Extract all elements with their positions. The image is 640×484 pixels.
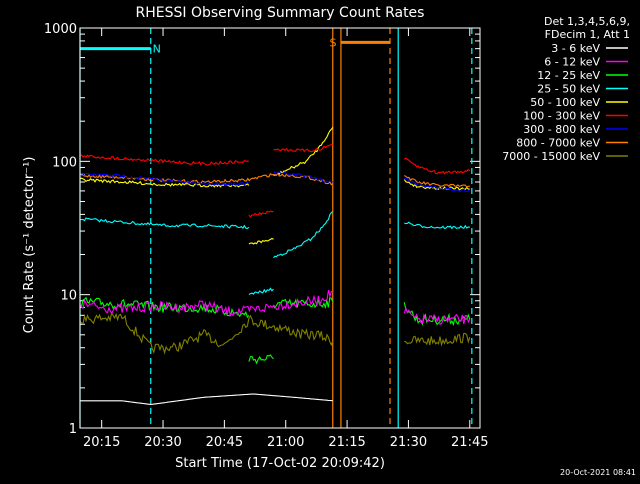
- series-line-1-0: [79, 289, 333, 317]
- series-line-4-2: [273, 126, 334, 176]
- series-line-3-0: [79, 217, 250, 229]
- legend-label-2: 12 - 25 keV: [537, 69, 600, 82]
- x-tick-label-5: 21:30: [390, 435, 427, 450]
- y-axis-label: Count Rate (s⁻¹ detector⁻¹): [22, 157, 37, 334]
- series-line-6-1: [273, 171, 333, 183]
- series-7000-15000-keV: [79, 311, 471, 355]
- series-line-0-0: [80, 393, 333, 406]
- series-line-6-2: [404, 177, 470, 193]
- series-25-50-keV: [79, 211, 470, 295]
- legend-header-0: Det 1,3,4,5,6,9,: [544, 15, 630, 28]
- x-axis-label: Start Time (17-Oct-02 20:09:42): [175, 456, 385, 471]
- series-line-1-1: [403, 306, 471, 326]
- series-line-7-1: [404, 175, 470, 188]
- series-line-4-0: [79, 177, 250, 188]
- legend-label-8: 7000 - 15000 keV: [502, 150, 600, 163]
- annotation-label-s: S: [329, 36, 336, 49]
- series-line-2-3: [403, 302, 471, 327]
- series-100-300-keV: [79, 143, 471, 218]
- legend-header-1: FDecim 1, Att 1: [545, 28, 630, 41]
- legend-label-3: 25 - 50 keV: [537, 83, 600, 96]
- legend-label-7: 800 - 7000 keV: [516, 137, 600, 150]
- series-line-4-1: [248, 237, 274, 245]
- plot-area: 20:15 20:30 20:45 21:00 21:15 21:30 21:45 1 10 10…: [44, 22, 489, 450]
- legend-label-1: 6 - 12 keV: [544, 56, 600, 69]
- series-6-12-keV: [79, 289, 471, 326]
- series-300-800-keV: [79, 171, 470, 193]
- series-line-3-3: [404, 221, 470, 230]
- series-line-3-2: [273, 211, 334, 259]
- legend-label-0: 3 - 6 keV: [551, 42, 600, 55]
- series-line-5-0: [79, 154, 249, 166]
- footer-timestamp: 20-Oct-2021 08:41: [560, 468, 636, 477]
- y-tick-label-1: 10: [60, 289, 77, 304]
- series-line-2-1: [248, 354, 274, 365]
- series-line-6-0: [79, 172, 250, 187]
- x-tick-label-1: 20:30: [144, 435, 181, 450]
- series-line-5-2: [273, 143, 333, 153]
- y-tick-label-2: 100: [52, 155, 77, 170]
- legend-label-4: 50 - 100 keV: [530, 96, 600, 109]
- legend-label-6: 300 - 800 keV: [523, 123, 600, 136]
- y-tick-label-3: 1000: [44, 22, 77, 37]
- y-tick-label-0: 1: [69, 422, 77, 437]
- x-tick-label-4: 21:15: [328, 435, 365, 450]
- x-tick-label-6: 21:45: [451, 435, 488, 450]
- series-3-6-keV: [80, 393, 333, 406]
- x-tick-label-2: 20:45: [206, 435, 243, 450]
- legend-label-5: 100 - 300 keV: [523, 110, 600, 123]
- legend: Det 1,3,4,5,6,9,FDecim 1, Att 13 - 6 keV…: [502, 15, 630, 163]
- chart-title: RHESSI Observing Summary Count Rates: [136, 5, 425, 21]
- series-line-5-3: [403, 157, 471, 175]
- series-line-3-1: [248, 287, 274, 295]
- x-tick-label-3: 21:00: [267, 435, 304, 450]
- plot-frame: [79, 27, 481, 429]
- series-line-8-1: [404, 332, 471, 347]
- x-tick-label-0: 20:15: [83, 435, 120, 450]
- series-line-8-0: [79, 311, 334, 355]
- series-line-2-2: [273, 296, 334, 310]
- annotation-label-n: N: [153, 43, 161, 56]
- series-line-5-1: [248, 210, 274, 218]
